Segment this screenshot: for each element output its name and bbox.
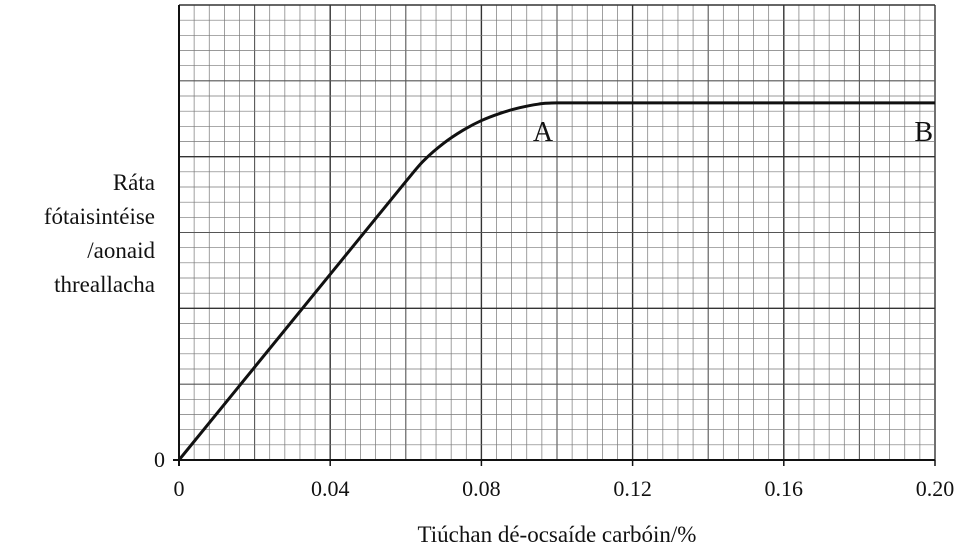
x-tick-label: 0.12 xyxy=(613,476,652,501)
y-tick-label: 0 xyxy=(154,447,165,472)
point-label-a: A xyxy=(533,117,554,148)
chart-grid xyxy=(178,4,936,461)
x-tick-label: 0 xyxy=(174,476,185,501)
y-axis-title-line: threallacha xyxy=(54,272,155,297)
chart-axes xyxy=(173,5,936,466)
x-tick-label: 0.20 xyxy=(916,476,955,501)
y-axis-title-line: fótaisintéise xyxy=(44,204,155,229)
y-axis-title-line: /aonaid xyxy=(87,238,155,263)
x-axis-title: Tiúchan dé-ocsaíde carbóin/% xyxy=(418,522,697,547)
chart-labels: 0 0.04 0.08 0.12 0.16 0.20 0 Tiúchan dé-ocsaíde… xyxy=(44,117,954,547)
chart-series xyxy=(177,101,935,461)
x-tick-label: 0.04 xyxy=(311,476,350,501)
point-label-b: B xyxy=(914,117,933,148)
x-tick-label: 0.16 xyxy=(765,476,804,501)
y-axis-title-line: Ráta xyxy=(113,170,155,195)
series-line xyxy=(177,101,935,461)
x-tick-label: 0.08 xyxy=(462,476,501,501)
